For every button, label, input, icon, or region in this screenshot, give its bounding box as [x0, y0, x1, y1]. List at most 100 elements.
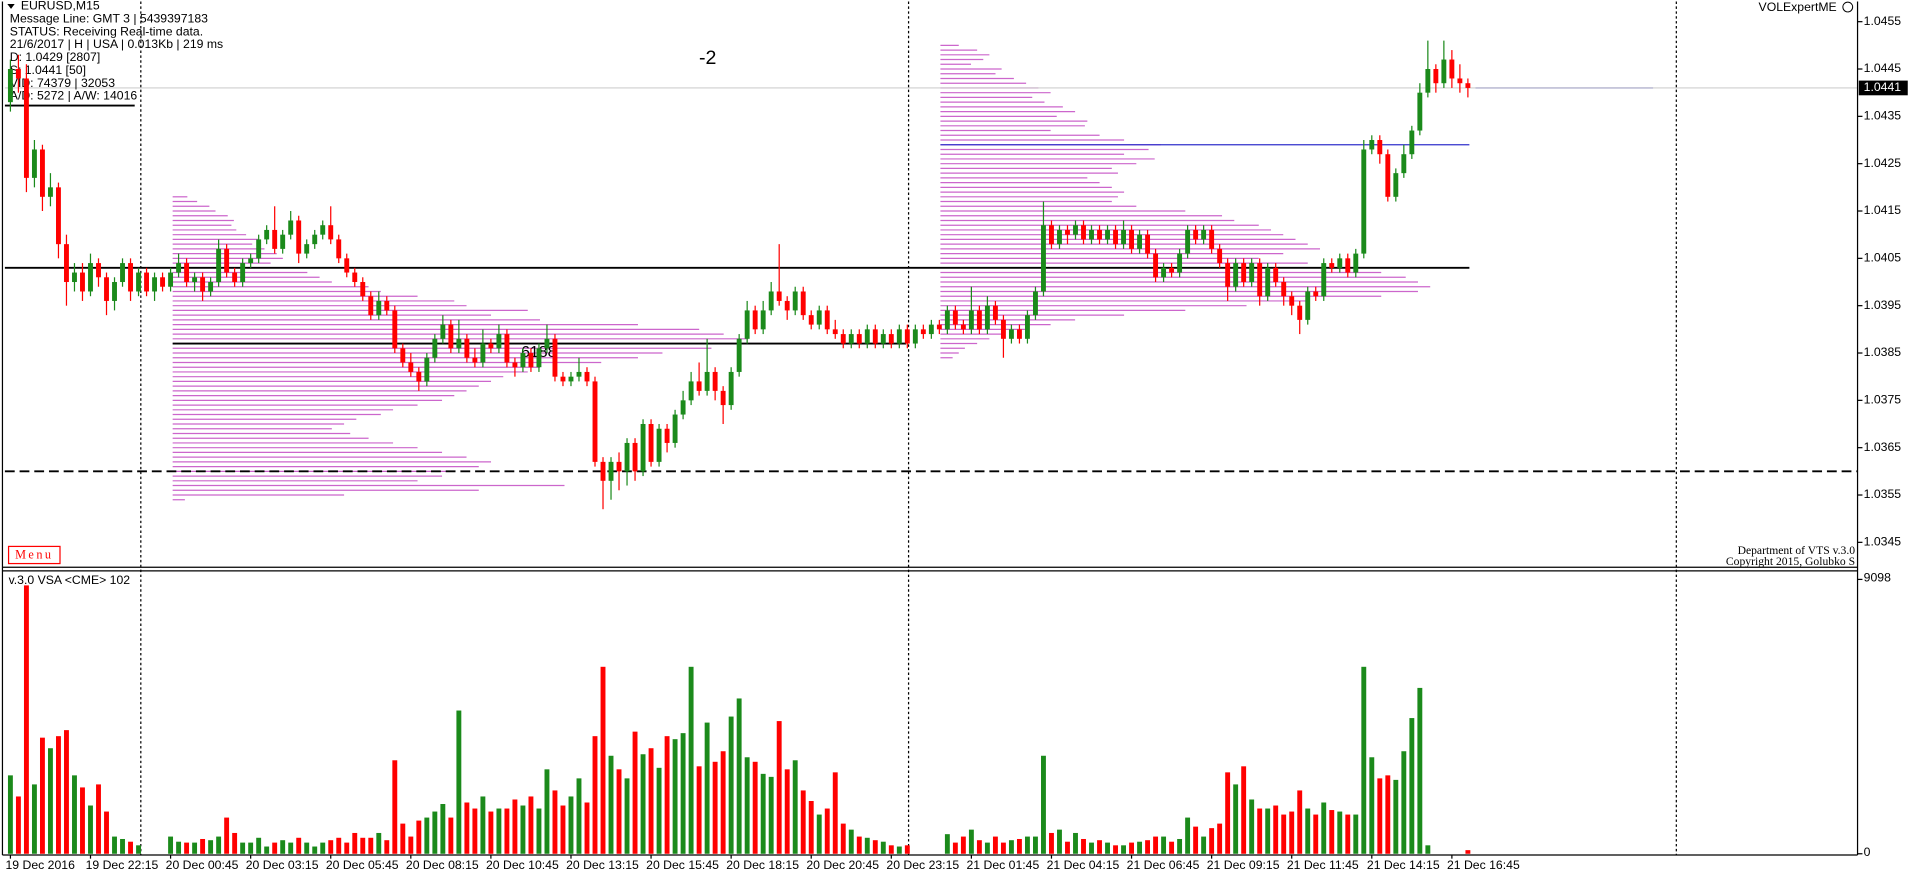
- candle-body: [1313, 291, 1319, 297]
- candle-body: [904, 329, 910, 344]
- volume-bar: [1217, 823, 1223, 854]
- info-line: D: 1.0429 [2807]: [10, 50, 100, 64]
- candle-body: [816, 310, 822, 325]
- candle-body: [352, 272, 358, 283]
- y-tick-label: 1.0455: [1864, 14, 1902, 28]
- menu-box[interactable]: [7, 545, 61, 565]
- volume-bar: [1465, 850, 1471, 854]
- candle-body: [648, 424, 654, 462]
- candle-body: [248, 258, 254, 264]
- candle-body: [1113, 229, 1118, 245]
- x-tick-label: 20 Dec 20:45: [806, 858, 879, 872]
- volume-bar: [976, 840, 982, 854]
- candle-body: [1385, 154, 1391, 197]
- candle-body: [1289, 296, 1295, 306]
- candle-body: [184, 263, 190, 283]
- candle-body: [400, 348, 406, 363]
- volume-bar: [1225, 772, 1231, 854]
- volume-bar: [1081, 838, 1086, 854]
- volume-bar: [184, 842, 190, 854]
- volume-bar: [39, 737, 45, 854]
- volume-bar: [304, 842, 310, 854]
- candle-body: [1401, 154, 1407, 174]
- candle-body: [672, 414, 678, 443]
- volume-bar: [664, 736, 670, 854]
- volume-bar: [1265, 808, 1271, 854]
- volume-bar: [1041, 755, 1046, 854]
- x-tick-label: 20 Dec 05:45: [326, 858, 399, 872]
- volume-bar: [31, 784, 37, 854]
- candle-body: [224, 248, 230, 273]
- candle-body: [952, 310, 958, 325]
- candle-body: [744, 310, 750, 339]
- candle-body: [1201, 229, 1207, 240]
- candle-body: [784, 300, 790, 311]
- volume-bar: [264, 846, 270, 854]
- volume-bar: [568, 796, 574, 854]
- candle-body: [376, 300, 382, 316]
- volume-bar: [272, 842, 278, 854]
- candle-body: [344, 258, 350, 273]
- candle-body: [424, 357, 430, 382]
- candle-body: [616, 461, 622, 472]
- volume-bar: [216, 836, 222, 854]
- candle-body: [1161, 267, 1167, 278]
- volume-bar: [432, 811, 438, 854]
- candle-body: [392, 310, 398, 349]
- volume-bar: [640, 754, 646, 854]
- volume-bar: [1209, 828, 1215, 854]
- candle-body: [600, 461, 606, 481]
- volume-bar: [1305, 808, 1311, 854]
- volume-bar: [584, 802, 590, 854]
- volume-bar: [80, 787, 85, 854]
- volume-bar: [488, 811, 494, 854]
- volume-bar: [440, 804, 446, 854]
- x-tick-label: 21 Dec 06:45: [1127, 858, 1200, 872]
- volume-bar: [528, 796, 534, 854]
- candle-body: [736, 338, 742, 372]
- x-tick-label: 20 Dec 13:15: [566, 858, 639, 872]
- volume-bar: [64, 730, 69, 854]
- candle-body: [1217, 248, 1223, 264]
- volume-bar: [824, 808, 830, 854]
- volume-bar: [1057, 829, 1062, 854]
- volume-bar: [328, 840, 334, 854]
- candle-body: [464, 338, 470, 358]
- info-line: S: 1.0441 [50]: [10, 63, 86, 77]
- volume-bar: [128, 841, 133, 854]
- volume-bar: [792, 760, 798, 854]
- volume-bar: [864, 837, 870, 854]
- candle-body: [1121, 229, 1126, 245]
- volume-bar: [1377, 778, 1383, 854]
- candle-body: [1425, 69, 1431, 93]
- candle-body: [1257, 263, 1263, 297]
- candle-body: [760, 310, 766, 330]
- menu-button[interactable]: Menu: [7, 545, 61, 565]
- volume-bar: [376, 832, 382, 854]
- candle-body: [1000, 319, 1006, 339]
- candle-body: [720, 390, 726, 406]
- volume-bar: [392, 760, 398, 854]
- candle-body: [1016, 329, 1022, 339]
- brand: VOLExpertME: [1759, 0, 1837, 14]
- volume-bar: [72, 775, 77, 854]
- candle-body: [1465, 83, 1471, 88]
- volume-bar: [1201, 836, 1207, 854]
- volume-bar: [1137, 841, 1143, 854]
- candle-body: [1041, 225, 1046, 292]
- volume-bar: [1024, 836, 1030, 854]
- candle-body: [48, 187, 53, 197]
- volume-bar: [704, 722, 710, 854]
- candle-body: [72, 272, 77, 283]
- volume-bar: [1169, 841, 1175, 854]
- volume-bar: [1153, 836, 1159, 854]
- menu-label[interactable]: Menu: [15, 547, 53, 561]
- credit: Copyright 2015, Golubko S: [1726, 555, 1855, 568]
- candle-body: [640, 424, 646, 472]
- volume-bar: [776, 721, 782, 854]
- y-tick-label: 1.0345: [1864, 535, 1902, 549]
- x-tick-label: 19 Dec 22:15: [86, 858, 159, 872]
- volume-bar: [248, 842, 254, 854]
- candle-body: [288, 220, 294, 235]
